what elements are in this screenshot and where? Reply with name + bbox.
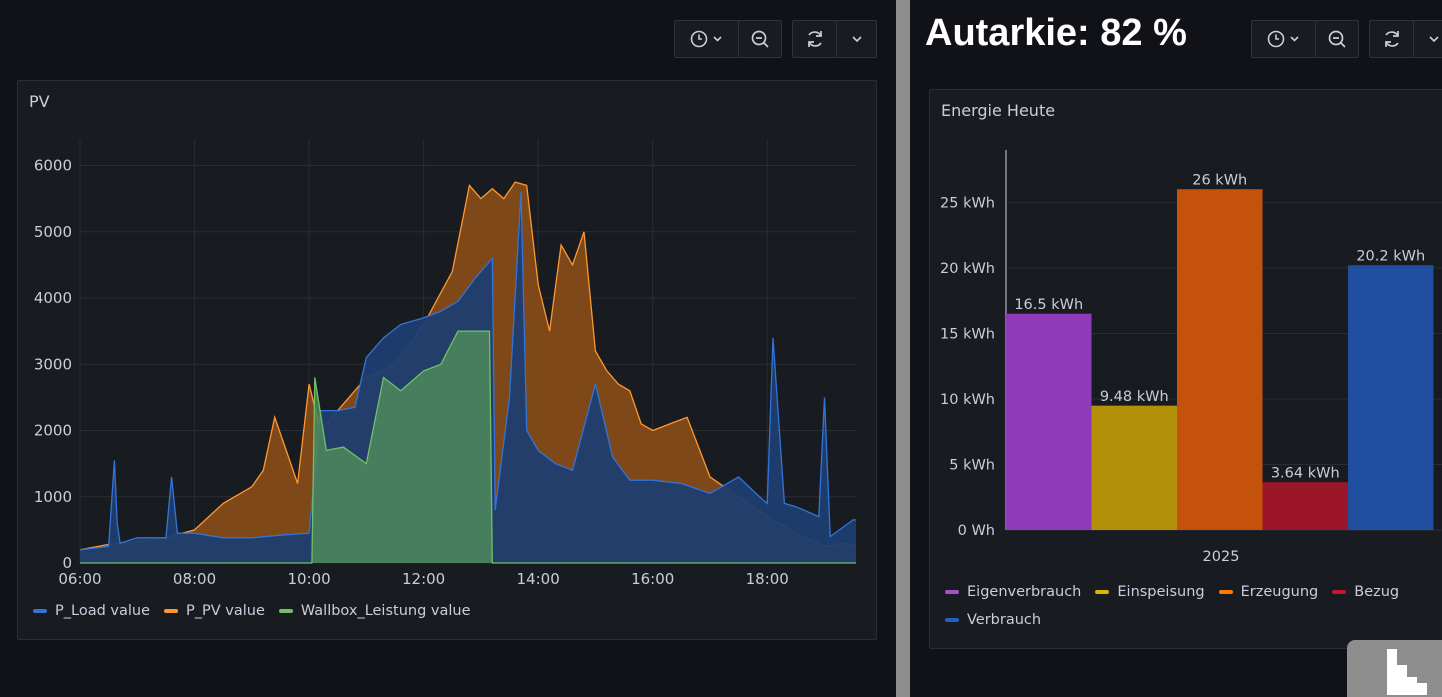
left-dashboard: PV 0 1000 2000 3000 4000 5000 6000 06:00 08:00 10… [17, 20, 877, 640]
chevron-down-icon [712, 36, 722, 42]
time-picker-button[interactable] [1252, 21, 1315, 57]
y-tick-label: 20 kWh [940, 261, 995, 277]
x-tick-label: 10:00 [287, 570, 330, 588]
chevron-down-icon [1429, 36, 1439, 43]
bar-top [1348, 265, 1434, 268]
y-tick-label: 4000 [34, 289, 72, 307]
series-line [79, 191, 856, 551]
x-tick-label: 06:00 [58, 570, 101, 588]
bar [1262, 482, 1348, 530]
energy-chart[interactable]: 0 Wh 5 kWh 10 kWh 15 kWh 20 kWh 25 kWh 16.5 kW… [930, 90, 1442, 570]
y-tick-label: 6000 [34, 157, 72, 175]
pv-legend-item[interactable]: P_PV value [164, 597, 265, 625]
refresh-group [792, 20, 877, 58]
legend-label: P_Load value [55, 603, 150, 619]
bar-value-label: 20.2 kWh [1356, 248, 1425, 264]
x-tick-label: 08:00 [173, 570, 216, 588]
legend-swatch [164, 609, 178, 613]
bar [1348, 265, 1434, 530]
time-picker-group [674, 20, 782, 58]
y-tick-label: 3000 [34, 355, 72, 373]
chevron-down-icon [852, 36, 862, 43]
bar [1006, 313, 1092, 530]
corner-widget[interactable] [1347, 640, 1442, 697]
y-tick-label: 5000 [34, 223, 72, 241]
bar-top [1262, 482, 1348, 485]
right-dashboard: Autarkie: 82 % [910, 0, 1442, 697]
energy-legend: Eigenverbrauch Einspeisung Erzeugung Bezug V… [945, 578, 1442, 634]
legend-label: Erzeugung [1240, 584, 1319, 600]
y-tick-label: 2000 [34, 422, 72, 440]
series-line [80, 330, 856, 564]
y-tick-label: 1000 [34, 488, 72, 506]
legend-swatch [945, 618, 959, 622]
y-tick-label: 10 kWh [940, 392, 995, 408]
legend-label: Eigenverbrauch [967, 584, 1082, 600]
energy-legend-item[interactable]: Erzeugung [1218, 578, 1319, 606]
zoom-out-button[interactable] [1316, 21, 1358, 57]
pv-legend-item[interactable]: Wallbox_Leistung value [278, 597, 471, 625]
bar-top [1091, 405, 1177, 408]
zoom-out-button[interactable] [739, 21, 781, 57]
zoom-out-icon [1328, 30, 1346, 48]
bar-chart-icon [1387, 649, 1427, 695]
refresh-button[interactable] [1370, 21, 1413, 57]
energy-legend-item[interactable]: Bezug [1332, 578, 1399, 606]
x-category-label: 2025 [1203, 549, 1240, 565]
x-tick-label: 16:00 [631, 570, 674, 588]
series-line [79, 181, 857, 551]
energy-panel-title: Energie Heute [941, 101, 1056, 120]
legend-label: Bezug [1354, 584, 1400, 600]
legend-label: Wallbox_Leistung value [300, 603, 471, 619]
time-picker-button[interactable] [675, 21, 738, 57]
legend-label: P_PV value [186, 603, 265, 619]
bar-value-label: 26 kWh [1192, 172, 1247, 188]
energy-legend-item[interactable]: Eigenverbrauch [945, 578, 1081, 606]
clock-icon [690, 30, 722, 48]
refresh-icon [1384, 31, 1399, 47]
pv-chart[interactable]: 0 1000 2000 3000 4000 5000 6000 06:00 08:00 10:00… [18, 81, 876, 591]
legend-swatch [945, 590, 959, 594]
y-tick-label: 5 kWh [949, 457, 995, 473]
bar [1177, 189, 1263, 530]
y-tick-label: 15 kWh [940, 326, 995, 342]
refresh-icon [807, 31, 822, 47]
refresh-button[interactable] [793, 21, 836, 57]
refresh-group [1369, 20, 1442, 58]
legend-label: Einspeisung [1117, 584, 1205, 600]
pv-panel: PV 0 1000 2000 3000 4000 5000 6000 06:00 08:00 10… [17, 80, 877, 640]
bar-top [1177, 189, 1263, 192]
legend-swatch [1332, 590, 1347, 594]
legend-swatch [278, 609, 293, 613]
bar-top [1006, 313, 1092, 316]
pv-panel-title: PV [29, 92, 50, 111]
x-tick-label: 14:00 [517, 570, 560, 588]
legend-swatch [33, 609, 47, 613]
y-tick-label: 0 Wh [958, 523, 995, 539]
y-tick-label: 0 [62, 554, 72, 572]
time-picker-group [1251, 20, 1359, 58]
pv-legend: P_Load value P_PV value Wallbox_Leistung v… [33, 597, 873, 625]
refresh-interval-button[interactable] [1414, 21, 1442, 57]
series-area [80, 331, 856, 563]
clock-icon [1267, 30, 1299, 48]
legend-label: Verbrauch [967, 612, 1042, 628]
legend-swatch [1218, 590, 1233, 594]
legend-swatch [1095, 590, 1110, 594]
bar [1091, 405, 1177, 530]
zoom-out-icon [751, 30, 769, 48]
x-tick-label: 12:00 [402, 570, 445, 588]
bar-value-label: 9.48 kWh [1100, 389, 1169, 405]
y-tick-label: 25 kWh [940, 195, 995, 211]
x-tick-label: 18:00 [746, 570, 789, 588]
energy-legend-item[interactable]: Einspeisung [1095, 578, 1205, 606]
pv-legend-item[interactable]: P_Load value [33, 597, 150, 625]
energy-panel: Energie Heute 0 Wh 5 kWh 10 kWh 15 kWh 20 kW… [929, 89, 1442, 649]
bar-value-label: 16.5 kWh [1014, 297, 1083, 313]
energy-legend-item[interactable]: Verbrauch [945, 606, 1041, 634]
panel-divider[interactable] [896, 0, 910, 697]
refresh-interval-button[interactable] [837, 21, 877, 57]
bar-value-label: 3.64 kWh [1271, 465, 1340, 481]
autarkie-title: Autarkie: 82 % [925, 12, 1187, 54]
